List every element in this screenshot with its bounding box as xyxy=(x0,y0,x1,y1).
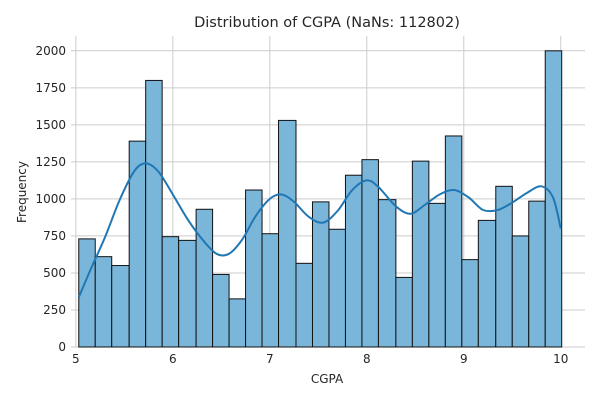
histogram-bar xyxy=(245,189,263,348)
x-tick-label: 9 xyxy=(460,352,468,366)
y-tick-label: 1000 xyxy=(35,192,66,206)
y-axis-label: Frequency xyxy=(15,161,29,223)
histogram-bar xyxy=(261,233,280,348)
histogram-bar xyxy=(328,228,346,348)
x-axis-label: CGPA xyxy=(311,372,344,386)
histogram-bar xyxy=(395,276,413,348)
x-tick-label: 8 xyxy=(363,352,371,366)
x-axis-ticks: 5 6 7 8 9 10 xyxy=(72,352,568,366)
histogram-bar xyxy=(477,219,497,348)
histogram-bars xyxy=(78,50,563,348)
chart-title: Distribution of CGPA (NaNs: 112802) xyxy=(194,15,460,31)
histogram-bar xyxy=(295,262,313,348)
y-axis-ticks: 0 250 500 750 1000 1250 1500 1750 2000 xyxy=(35,44,66,354)
y-tick-label: 750 xyxy=(43,229,66,243)
y-tick-label: 250 xyxy=(43,303,66,317)
histogram-bar xyxy=(212,273,230,348)
y-tick-label: 2000 xyxy=(35,44,66,58)
histogram-bar xyxy=(411,160,430,348)
histogram-bar xyxy=(511,235,530,348)
histogram-bar xyxy=(178,239,197,348)
histogram-bar xyxy=(428,202,446,348)
histogram-bar xyxy=(278,119,297,348)
histogram-bar xyxy=(344,174,363,348)
histogram-bar xyxy=(461,259,479,348)
y-tick-label: 1250 xyxy=(35,155,66,169)
histogram-bar xyxy=(228,298,247,348)
x-tick-label: 5 xyxy=(72,352,80,366)
histogram-bar xyxy=(111,265,130,348)
histogram-bar xyxy=(161,236,180,348)
x-tick-label: 10 xyxy=(553,352,568,366)
histogram-bar xyxy=(444,135,463,348)
x-tick-label: 7 xyxy=(266,352,274,366)
kde-curve xyxy=(77,162,562,298)
y-tick-label: 0 xyxy=(58,340,66,354)
histogram-bar xyxy=(94,256,113,348)
histogram-bar xyxy=(195,208,214,348)
y-tick-label: 1750 xyxy=(35,81,66,95)
y-tick-label: 500 xyxy=(43,266,66,280)
histogram-bar xyxy=(361,159,379,348)
histogram-bar xyxy=(145,79,163,348)
x-tick-label: 6 xyxy=(169,352,177,366)
histogram-bar xyxy=(528,200,546,348)
histogram-bar xyxy=(377,199,397,348)
y-tick-label: 1500 xyxy=(35,118,66,132)
histogram-bar xyxy=(128,140,147,348)
